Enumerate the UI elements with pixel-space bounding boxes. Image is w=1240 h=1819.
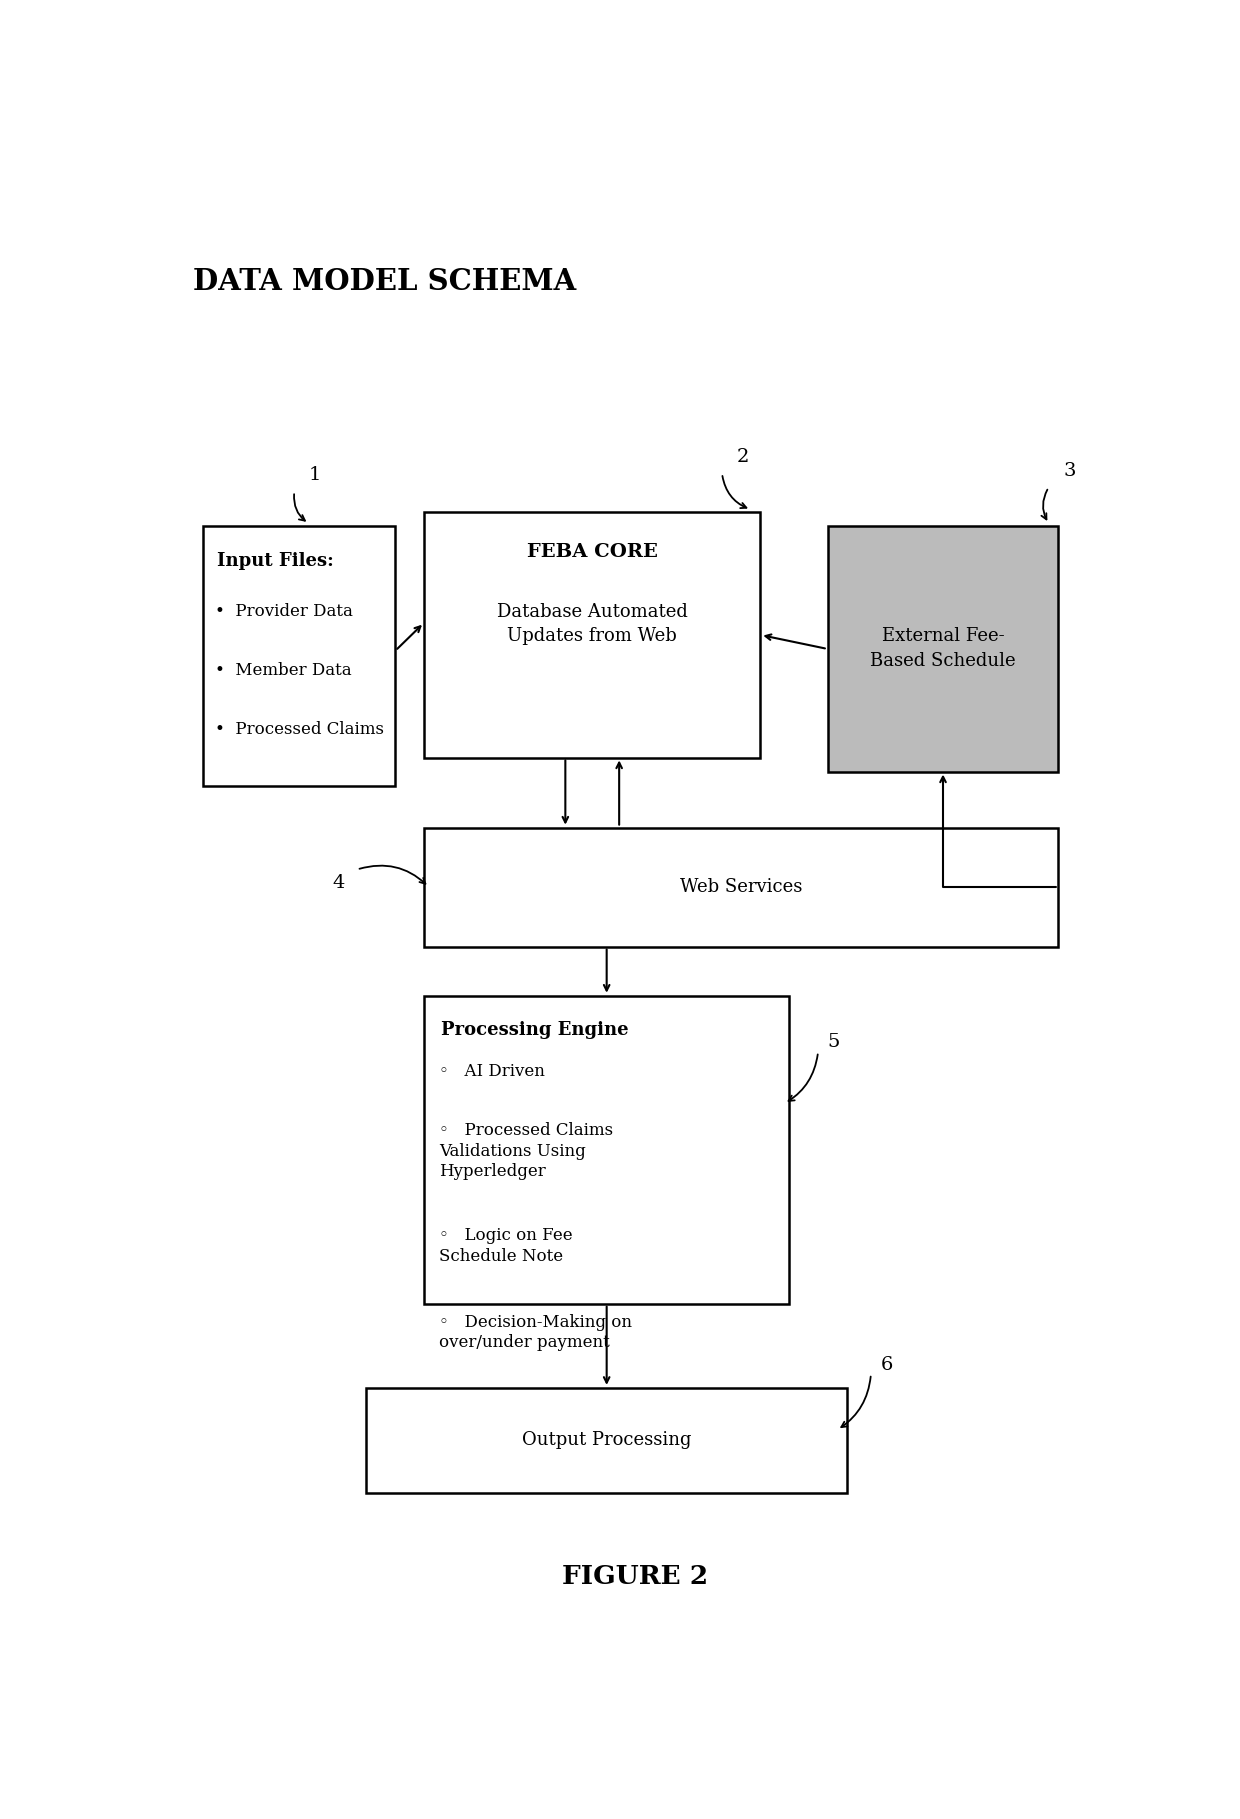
Text: DATA MODEL SCHEMA: DATA MODEL SCHEMA (193, 267, 577, 296)
Text: •  Member Data: • Member Data (215, 662, 351, 678)
FancyBboxPatch shape (424, 995, 789, 1304)
Text: ◦   AI Driven: ◦ AI Driven (439, 1062, 546, 1080)
Text: External Fee-
Based Schedule: External Fee- Based Schedule (870, 628, 1016, 671)
Text: Processing Engine: Processing Engine (441, 1020, 629, 1039)
Text: Web Services: Web Services (680, 879, 802, 897)
Text: 6: 6 (880, 1355, 893, 1373)
Text: ◦   Logic on Fee
Schedule Note: ◦ Logic on Fee Schedule Note (439, 1226, 573, 1264)
FancyBboxPatch shape (367, 1388, 847, 1493)
FancyBboxPatch shape (203, 526, 396, 786)
Text: •  Processed Claims: • Processed Claims (215, 720, 383, 739)
Text: 3: 3 (1063, 462, 1075, 480)
Text: 5: 5 (828, 1033, 839, 1051)
FancyBboxPatch shape (424, 513, 760, 757)
Text: •  Provider Data: • Provider Data (215, 604, 352, 620)
Text: ◦   Decision-Making on
over/under payment: ◦ Decision-Making on over/under payment (439, 1313, 632, 1352)
FancyBboxPatch shape (424, 828, 1059, 946)
FancyBboxPatch shape (828, 526, 1058, 771)
Text: ◦   Processed Claims
Validations Using
Hyperledger: ◦ Processed Claims Validations Using Hyp… (439, 1122, 614, 1181)
Text: Input Files:: Input Files: (217, 551, 334, 569)
Text: 4: 4 (332, 873, 345, 891)
Text: FIGURE 2: FIGURE 2 (563, 1564, 708, 1590)
Text: 1: 1 (309, 466, 321, 484)
Text: Database Automated
Updates from Web: Database Automated Updates from Web (497, 604, 688, 646)
Text: Output Processing: Output Processing (522, 1432, 692, 1450)
Text: FEBA CORE: FEBA CORE (527, 544, 657, 562)
Text: 2: 2 (737, 447, 749, 466)
